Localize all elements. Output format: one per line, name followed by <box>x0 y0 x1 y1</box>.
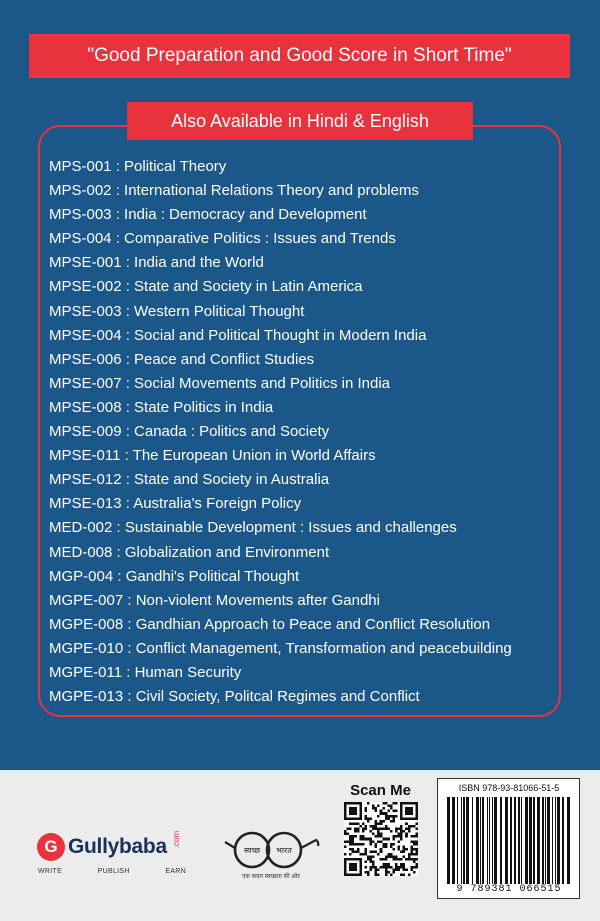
gullybaba-logo: G Gullybaba .com <box>37 830 185 862</box>
qr-code[interactable] <box>344 802 418 876</box>
course-item: MPSE-009 : Canada : Politics and Society <box>49 423 330 441</box>
course-item: MPSE-013 : Australia's Foreign Policy <box>49 495 302 513</box>
course-item: MPS-003 : India : Democracy and Developm… <box>49 206 367 224</box>
logo-g-icon: G <box>37 833 65 861</box>
logo-wordmark: Gullybaba <box>68 835 167 858</box>
barcode <box>447 797 570 884</box>
course-item: MPSE-003 : Western Political Thought <box>49 302 305 320</box>
course-item: MPSE-004 : Social and Political Thought … <box>49 326 427 344</box>
isbn-barcode-box <box>437 778 580 899</box>
barcode-digits: 9 789381 066515 <box>456 884 562 895</box>
headline-banner: "Good Preparation and Good Score in Shor… <box>29 34 570 78</box>
course-item: MGPE-010 : Conflict Management, Transfor… <box>49 639 512 657</box>
swachh-caption: एक कदम स्वच्छता की ओर <box>242 874 300 880</box>
isbn-number: ISBN 978-93-81066-51-5 <box>458 783 560 793</box>
scan-me-label: Scan Me <box>350 782 411 799</box>
course-item: MPSE-007 : Social Movements and Politics… <box>49 374 390 392</box>
swachh-right-label: भारत <box>276 846 292 855</box>
course-item: MPS-002 : International Relations Theory… <box>49 182 419 200</box>
course-item: MGPE-011 : Human Security <box>49 663 242 681</box>
course-item: MPSE-001 : India and the World <box>49 254 264 272</box>
course-item: MPS-004 : Comparative Politics : Issues … <box>49 230 396 248</box>
course-item: MPS-001 : Political Theory <box>49 158 227 175</box>
course-item: MGPE-007 : Non-violent Movements after G… <box>49 591 380 609</box>
course-item: MPSE-006 : Peace and Conflict Studies <box>49 350 315 368</box>
course-list: MPS-001 : Political Theory MPS-002 : Int… <box>49 155 512 709</box>
availability-banner: Also Available in Hindi & English <box>127 102 473 140</box>
tagline-word: WRITE <box>38 868 63 875</box>
course-item: MGPE-008 : Gandhian Approach to Peace an… <box>49 615 491 633</box>
course-item: MED-008 : Globalization and Environment <box>49 543 330 561</box>
course-item: MPSE-012 : State and Society in Australi… <box>49 471 330 489</box>
course-item: MGP-004 : Gandhi's Political Thought <box>49 567 300 585</box>
logo-suffix: .com <box>172 830 181 849</box>
course-item: MPSE-002 : State and Society in Latin Am… <box>49 278 363 296</box>
tagline-word: EARN <box>165 868 186 875</box>
tagline-word: PUBLISH <box>97 868 130 875</box>
swachh-left-label: स्वच्छ <box>244 846 261 855</box>
course-item: MPSE-011 : The European Union in World A… <box>49 447 376 465</box>
logo-tagline: WRITE PUBLISH EARN <box>38 868 186 875</box>
swachh-bharat-glasses-icon: स्वच्छ भारत <box>224 831 320 869</box>
course-item: MPSE-008 : State Politics in India <box>49 398 274 416</box>
course-item: MED-002 : Sustainable Development : Issu… <box>49 519 457 537</box>
course-item: MGPE-013 : Civil Society, Politcal Regim… <box>49 688 420 706</box>
